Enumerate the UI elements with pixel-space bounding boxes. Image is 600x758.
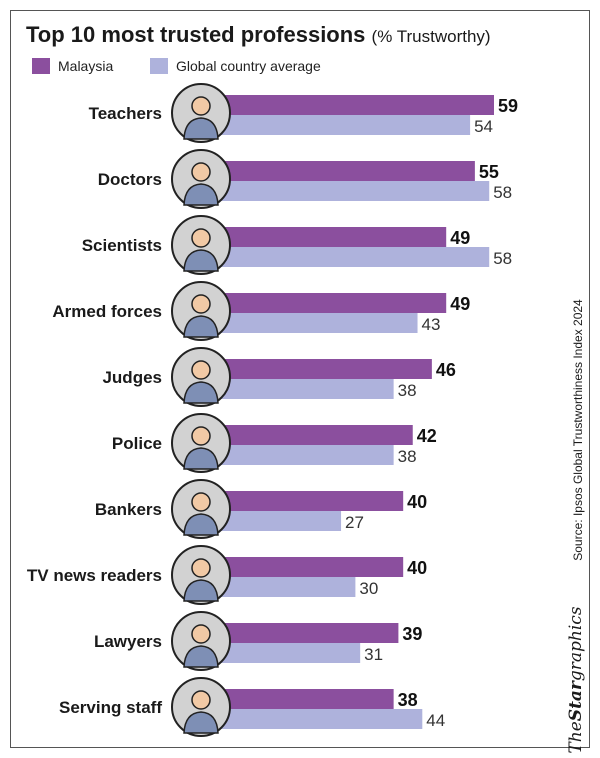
icon-body [183, 579, 219, 602]
bar-global [212, 313, 418, 333]
icon-head [191, 228, 211, 248]
value-label-global: 38 [398, 447, 417, 466]
icon-head [191, 294, 211, 314]
icon-body [183, 645, 219, 668]
legend-label-malaysia: Malaysia [58, 58, 114, 74]
bar-malaysia [212, 491, 404, 511]
value-label-malaysia: 39 [402, 624, 422, 644]
bar-global [212, 247, 490, 267]
value-label-malaysia: 49 [450, 228, 470, 248]
icon-body [183, 183, 219, 206]
bar-global [212, 709, 423, 729]
brand-logo: TheStargraphics [566, 606, 586, 754]
category-label: Police [112, 434, 162, 453]
icon-head [191, 426, 211, 446]
icon-body [183, 513, 219, 536]
bar-malaysia [212, 293, 447, 313]
icon-head [191, 558, 211, 578]
value-label-malaysia: 40 [407, 492, 427, 512]
value-label-malaysia: 49 [450, 294, 470, 314]
category-label: Scientists [82, 236, 162, 255]
value-label-global: 58 [493, 183, 512, 202]
value-label-global: 54 [474, 117, 493, 136]
bar-malaysia [212, 161, 475, 181]
value-label-malaysia: 46 [436, 360, 456, 380]
chart-subtitle: (% Trustworthy) [371, 27, 491, 46]
bar-global [212, 577, 356, 597]
icon-head [191, 624, 211, 644]
category-label: TV news readers [27, 566, 162, 585]
icon-head [191, 492, 211, 512]
category-label: Armed forces [52, 302, 162, 321]
bar-global [212, 115, 471, 135]
category-label: Doctors [98, 170, 162, 189]
value-label-malaysia: 55 [479, 162, 499, 182]
value-label-global: 38 [398, 381, 417, 400]
icon-body [183, 315, 219, 338]
bar-malaysia [212, 689, 394, 709]
value-label-malaysia: 40 [407, 558, 427, 578]
legend-swatch-global [150, 58, 168, 74]
chart-title: Top 10 most trusted professions (% Trust… [26, 22, 491, 47]
value-label-global: 44 [426, 711, 445, 730]
category-label: Teachers [89, 104, 162, 123]
bar-global [212, 181, 490, 201]
value-label-global: 27 [345, 513, 364, 532]
icon-head [191, 690, 211, 710]
icon-head [191, 360, 211, 380]
bar-malaysia [212, 95, 494, 115]
bar-global [212, 379, 394, 399]
bar-global [212, 511, 342, 531]
value-label-global: 58 [493, 249, 512, 268]
source-note: Source: Ipsos Global Trustworthiness Ind… [571, 299, 585, 561]
value-label-malaysia: 38 [398, 690, 418, 710]
bar-malaysia [212, 359, 432, 379]
legend-label-global: Global country average [176, 58, 321, 74]
icon-body [183, 711, 219, 734]
bar-malaysia [212, 227, 447, 247]
legend-swatch-malaysia [32, 58, 50, 74]
bar-global [212, 643, 361, 663]
value-label-malaysia: 42 [417, 426, 437, 446]
bar-malaysia [212, 557, 404, 577]
bar-global [212, 445, 394, 465]
icon-body [183, 447, 219, 470]
category-label: Serving staff [59, 698, 162, 717]
icon-head [191, 162, 211, 182]
icon-body [183, 381, 219, 404]
value-label-global: 30 [359, 579, 378, 598]
icon-head [191, 96, 211, 116]
value-label-malaysia: 59 [498, 96, 518, 116]
icon-body [183, 117, 219, 140]
value-label-global: 43 [422, 315, 441, 334]
bar-malaysia [212, 623, 399, 643]
category-label: Bankers [95, 500, 162, 519]
value-label-global: 31 [364, 645, 383, 664]
category-label: Judges [102, 368, 162, 387]
icon-body [183, 249, 219, 272]
bar-malaysia [212, 425, 413, 445]
category-label: Lawyers [94, 632, 162, 651]
